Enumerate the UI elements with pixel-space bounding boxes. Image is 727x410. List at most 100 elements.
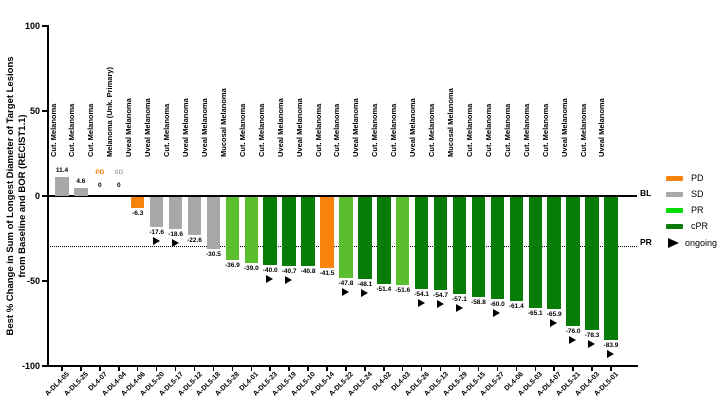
bar-value-label: -6.3 <box>132 209 144 217</box>
bar <box>320 197 334 268</box>
x-tick <box>496 365 499 371</box>
ongoing-triangle-icon <box>266 275 274 283</box>
diagnosis-label: Cut. Melanoma <box>464 103 474 157</box>
diagnosis-label: Mucosal Melanoma <box>446 88 456 157</box>
bar-value-label: -54.1 <box>414 290 430 298</box>
x-tick <box>420 365 423 371</box>
ongoing-triangle-icon <box>360 288 368 297</box>
ongoing-triangle-icon <box>417 298 425 307</box>
x-tick <box>401 365 404 371</box>
bar-value-label: -30.5 <box>206 250 221 258</box>
x-tick <box>118 365 120 371</box>
diagnosis-label: Uveal Melanoma <box>199 98 209 157</box>
legend-item-pr: PR <box>666 206 717 215</box>
bar-value-label: -57.1 <box>452 296 467 304</box>
legend-label-ongoing: ongoing <box>685 237 718 248</box>
bar <box>547 197 561 310</box>
diagnosis-label: Cut. Melanoma <box>86 103 96 157</box>
bar <box>585 197 599 331</box>
ongoing-triangle-icon <box>588 340 596 349</box>
x-tick <box>364 365 366 371</box>
y-tick-label: -100 <box>21 360 40 371</box>
diagnosis-label: Cut. Melanoma <box>162 103 172 157</box>
ongoing-triangle-icon <box>152 236 160 245</box>
bar <box>149 197 164 227</box>
diagnosis-label: Cut. Melanoma <box>67 103 77 157</box>
bar-value-label: -65.1 <box>527 309 543 317</box>
diagnosis-label: Uveal Melanoma <box>559 98 569 157</box>
patient-id-label: A-DL4-05 <box>44 371 71 398</box>
bar <box>130 197 145 208</box>
bar <box>358 197 372 279</box>
diagnosis-label: Cut. Melanoma <box>48 103 58 157</box>
x-tick <box>212 365 215 371</box>
diagnosis-label: Cut. Melanoma <box>237 103 247 157</box>
x-tick <box>326 365 328 371</box>
bar-value-label: -39.0 <box>243 265 259 273</box>
x-tick <box>572 365 574 371</box>
ongoing-triangle-icon <box>285 276 293 285</box>
diagnosis-label: Uveal Melanoma <box>124 98 134 157</box>
bar <box>225 197 240 260</box>
bar-value-label: 0 <box>98 182 102 189</box>
bar-value-label: -61.4 <box>508 303 524 311</box>
ongoing-triangle-icon <box>341 288 349 297</box>
diagnosis-label: Cut. Melanoma <box>483 103 493 157</box>
diagnosis-label: Cut. Melanoma <box>370 103 380 157</box>
legend-item-ongoing: ongoing <box>666 238 717 248</box>
sd-swatch-icon <box>666 192 683 197</box>
ongoing-triangle-icon <box>550 319 558 328</box>
legend-label-pr: PR <box>691 205 704 215</box>
legend-item-pd: PD <box>666 174 717 183</box>
bar <box>339 197 353 279</box>
bar-value-label: -76.0 <box>565 328 581 336</box>
ongoing-triangle-icon <box>569 336 577 345</box>
x-tick <box>80 365 82 371</box>
x-tick <box>288 365 290 371</box>
y-tick <box>41 195 48 197</box>
x-tick <box>155 365 158 371</box>
y-tick-label: -50 <box>26 275 40 286</box>
cpr-swatch-icon <box>666 224 683 229</box>
legend-label-pd: PD <box>691 173 704 183</box>
bar <box>187 197 202 236</box>
diagnosis-label: Mucosal Melanoma <box>218 88 228 157</box>
bar <box>74 188 88 196</box>
diagnosis-label: Uveal Melanoma <box>275 98 285 157</box>
y-tick <box>41 25 48 27</box>
bar-value-label: -40.0 <box>262 267 278 274</box>
bar-value-label: -17.6 <box>149 228 165 236</box>
bar-value-label: -36.9 <box>224 261 240 269</box>
pr-swatch-icon <box>666 208 683 213</box>
bar-value-label: -47.8 <box>338 280 354 288</box>
diagnosis-label: Cut. Melanoma <box>502 103 512 157</box>
bar-value-label: -78.3 <box>584 332 600 340</box>
y-tick-label: 0 <box>34 190 40 201</box>
x-tick <box>61 365 63 371</box>
bar-value-label: -18.6 <box>168 230 183 238</box>
x-tick <box>231 365 234 371</box>
legend-label-sd: SD <box>691 189 704 199</box>
legend-item-sd: SD <box>666 190 717 199</box>
diagnosis-label: Melanoma (Unk. Primary) <box>105 66 115 157</box>
bar-value-label: -40.7 <box>281 268 297 276</box>
bar-value-label: -65.9 <box>546 311 562 319</box>
bar-value-label: -58.8 <box>471 298 486 306</box>
x-tick <box>477 365 480 371</box>
bar-value-label: 11.4 <box>55 166 69 174</box>
y-tick <box>41 365 48 367</box>
diagnosis-label: Uveal Melanoma <box>181 98 190 157</box>
baseline-line <box>48 195 637 197</box>
y-tick <box>41 110 48 112</box>
diagnosis-label: Cut. Melanoma <box>389 103 399 157</box>
x-tick <box>439 365 442 371</box>
bar <box>433 197 448 290</box>
bar <box>566 197 580 327</box>
bar <box>282 197 296 267</box>
bar-value-label: -60.0 <box>489 301 505 308</box>
ongoing-triangle-icon <box>493 309 501 317</box>
bar <box>206 197 221 249</box>
bor-zero-label: PD <box>95 169 105 176</box>
bar <box>490 197 505 299</box>
legend-item-cpr: cPR <box>666 222 717 231</box>
